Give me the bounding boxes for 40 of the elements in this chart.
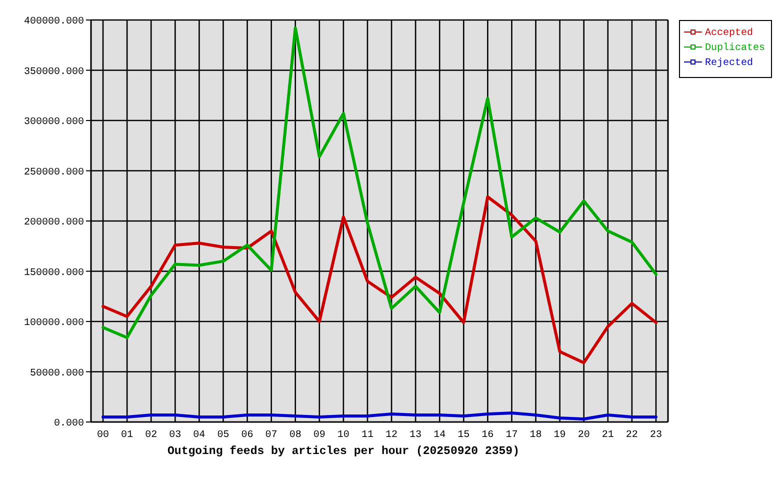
x-tick-label: 12 (386, 430, 398, 442)
x-axis-title: Outgoing feeds by articles per hour (20250920 2359) (168, 445, 520, 458)
y-tick-label: 350000.000 (24, 66, 84, 78)
x-tick-label: 00 (97, 430, 110, 442)
x-tick-label: 21 (602, 430, 614, 442)
x-tick-label: 22 (626, 430, 638, 442)
x-tick-label: 07 (265, 430, 278, 442)
x-tick-label: 10 (337, 430, 350, 442)
y-tick-label: 100000.000 (24, 318, 84, 330)
x-tick-label: 11 (361, 430, 374, 442)
line-series (102, 411, 658, 420)
x-tick-label: 20 (578, 430, 590, 442)
x-tick-label: 02 (145, 430, 158, 442)
y-tick-label: 0.000 (54, 418, 84, 430)
y-tick-label: 300000.000 (24, 117, 84, 128)
x-tick-label: 16 (482, 430, 494, 442)
line-series (102, 26, 658, 340)
x-tick-label: 04 (193, 430, 206, 442)
x-tick-label: 19 (554, 430, 566, 442)
legend-label: Rejected (705, 58, 754, 69)
y-tick-label: 200000.000 (24, 218, 84, 229)
x-tick-label: 06 (241, 430, 254, 442)
x-tick-label: 18 (530, 430, 542, 442)
y-tick-label: 400000.000 (24, 16, 84, 28)
x-tick-label: 08 (289, 430, 302, 442)
y-tick-label: 150000.000 (24, 268, 84, 279)
y-tick-label: 250000.000 (24, 167, 84, 178)
y-tick-label: 50000.000 (30, 368, 84, 380)
legend-label: Accepted (705, 28, 754, 39)
x-tick-label: 13 (410, 430, 422, 442)
legend-label: Duplicates (705, 43, 766, 54)
x-tick-label: 01 (121, 430, 134, 442)
x-tick-label: 14 (434, 430, 446, 442)
x-tick-label: 09 (313, 430, 326, 442)
x-tick-label: 05 (217, 430, 230, 442)
line-series (102, 195, 658, 364)
x-tick-label: 03 (169, 430, 182, 442)
x-tick-label: 17 (506, 430, 518, 442)
x-tick-label: 15 (458, 430, 470, 442)
x-tick-label: 23 (650, 430, 662, 442)
